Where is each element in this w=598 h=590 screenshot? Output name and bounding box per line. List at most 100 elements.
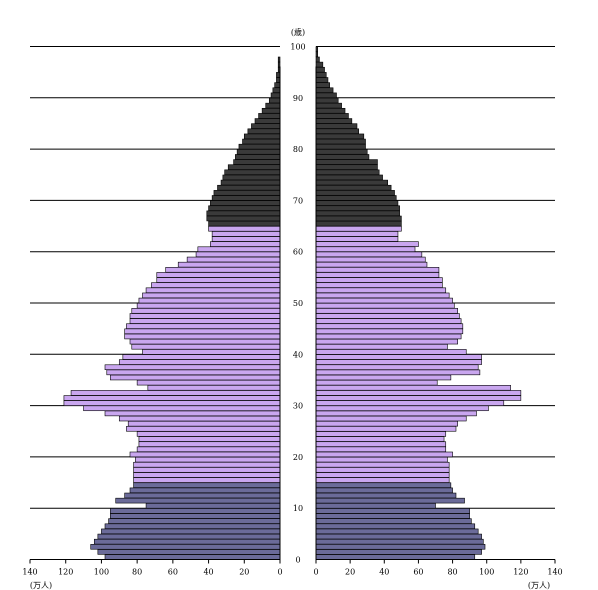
female-bar: [315, 82, 330, 88]
male-bar: [131, 343, 281, 350]
female-bar: [315, 190, 395, 196]
female-bars: [315, 46, 522, 560]
male-bar: [97, 533, 281, 540]
male-bar: [156, 272, 281, 278]
age-tick-label: 100: [290, 43, 305, 52]
male-bar: [93, 538, 281, 545]
male-x-tick-label: 0: [277, 568, 282, 577]
male-bar: [238, 143, 281, 150]
male-bar: [63, 400, 281, 406]
male-bar: [136, 431, 281, 437]
female-bar: [315, 461, 450, 468]
female-bar: [315, 374, 452, 381]
female-bar: [315, 267, 440, 273]
male-bar: [110, 508, 281, 514]
female-bar: [315, 184, 392, 191]
female-x-tick-label: 20: [345, 568, 355, 577]
female-bar: [315, 364, 479, 370]
female-bar: [315, 231, 399, 237]
male-bar: [133, 461, 281, 468]
female-bar: [315, 143, 366, 150]
male-x-tick-label: 100: [94, 568, 109, 577]
male-bar: [177, 261, 281, 268]
female-x-tick-label: 100: [479, 568, 494, 577]
female-bar: [315, 482, 452, 488]
female-x-tick-label: 0: [313, 568, 318, 577]
male-bar: [274, 82, 281, 88]
male-x-tick-label: 20: [239, 568, 249, 577]
male-bar: [224, 169, 281, 176]
male-bar: [129, 451, 281, 458]
male-bar: [108, 518, 281, 524]
female-bar: [315, 318, 462, 324]
female-bar: [315, 272, 440, 278]
male-bar: [258, 113, 281, 119]
female-bar: [315, 369, 481, 376]
male-x-tick-label: 120: [58, 568, 73, 577]
female-bar: [315, 385, 511, 391]
female-bar: [315, 538, 484, 545]
male-bar: [133, 472, 281, 478]
male-bar: [104, 364, 281, 370]
male-bar: [197, 246, 281, 253]
male-bar: [236, 149, 281, 155]
female-bar: [315, 400, 505, 406]
male-bar: [104, 554, 281, 560]
female-bar: [315, 302, 455, 309]
female-bar: [315, 492, 457, 499]
female-bar: [315, 107, 346, 114]
male-bar: [156, 277, 281, 283]
female-bar: [315, 349, 467, 355]
male-bar: [122, 354, 281, 360]
male-bar: [127, 420, 281, 427]
male-bar: [210, 241, 281, 247]
female-bar: [315, 241, 419, 247]
male-bar: [129, 318, 281, 324]
female-bar: [315, 225, 402, 232]
male-bar: [124, 328, 281, 335]
male-bar: [63, 395, 281, 401]
male-bar: [126, 426, 281, 432]
female-bar: [315, 277, 443, 283]
male-bar: [142, 349, 281, 355]
female-bar: [315, 246, 416, 253]
female-bar: [315, 174, 383, 181]
male-bar: [268, 97, 281, 104]
female-bar: [315, 431, 447, 437]
male-bar: [211, 236, 281, 242]
female-bar: [315, 472, 450, 478]
male-bar: [97, 549, 281, 555]
male-bars: [63, 56, 281, 560]
female-bar: [315, 282, 443, 288]
age-tick-label: 30: [293, 402, 303, 411]
male-bar: [220, 179, 281, 186]
age-tick-label: 10: [293, 504, 303, 513]
female-bar: [315, 92, 337, 99]
male-bar: [145, 287, 281, 294]
female-bar: [315, 451, 453, 458]
female-bar: [315, 456, 448, 463]
female-bar: [315, 533, 482, 540]
male-bar: [270, 92, 281, 99]
female-bar: [315, 518, 472, 524]
female-bar: [315, 292, 450, 299]
male-bar: [195, 251, 281, 258]
male-bar: [222, 174, 281, 181]
male-bar: [131, 308, 281, 314]
female-bar: [315, 354, 482, 360]
female-bar: [315, 379, 438, 386]
male-bar: [208, 220, 281, 227]
female-bar: [315, 72, 327, 78]
male-bar: [227, 164, 281, 170]
male-bar: [165, 267, 281, 273]
male-bar: [277, 61, 281, 68]
female-bar: [315, 338, 458, 345]
female-bar: [315, 236, 399, 242]
female-bar: [315, 297, 453, 304]
male-bar: [110, 374, 281, 381]
female-x-tick-label: 120: [513, 568, 528, 577]
male-bar: [135, 456, 281, 463]
female-bar: [315, 405, 489, 412]
male-bar: [142, 292, 281, 299]
female-bar: [315, 169, 380, 176]
